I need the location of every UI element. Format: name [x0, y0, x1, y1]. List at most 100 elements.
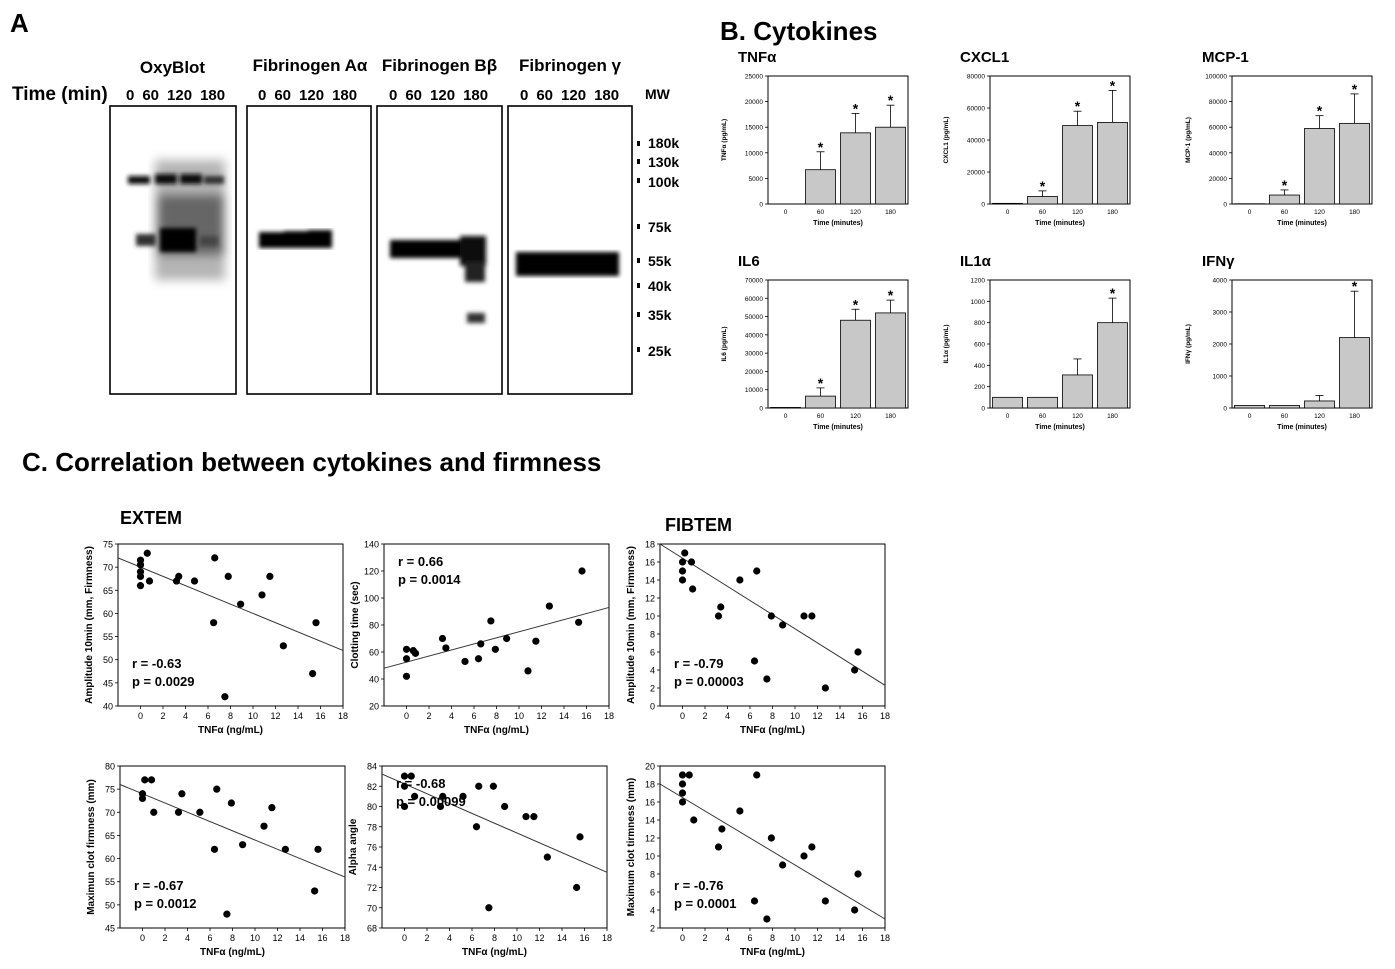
y-tick-label: 0 — [981, 406, 985, 413]
data-point — [522, 813, 529, 820]
x-axis-label: Time (minutes) — [813, 424, 863, 431]
data-point — [260, 823, 267, 830]
data-point — [779, 621, 786, 628]
x-tick-label: 18 — [338, 711, 348, 721]
x-tick-label: 6 — [747, 711, 752, 721]
y-tick-label: 10000 — [745, 387, 763, 394]
data-point — [144, 550, 151, 557]
data-point — [492, 646, 499, 653]
mw-marker-40k: 40k — [648, 278, 671, 294]
x-tick-label: 16 — [579, 933, 589, 943]
significance-star: * — [1110, 77, 1116, 93]
x-tick-label: 0 — [1006, 209, 1010, 216]
bar — [1028, 397, 1058, 408]
x-tick-label: 0 — [1248, 413, 1252, 420]
x-tick-label: 180 — [1107, 413, 1118, 420]
x-tick-label: 4 — [725, 711, 730, 721]
y-axis-label: Clotting time (sec) — [350, 581, 361, 668]
x-tick-label: 180 — [1349, 413, 1360, 420]
y-tick-label: 70 — [367, 903, 377, 913]
y-tick-label: 10000 — [745, 150, 763, 157]
y-tick-label: 6 — [650, 648, 655, 658]
data-point — [473, 823, 480, 830]
x-tick-label: 4 — [725, 933, 730, 943]
bar-chart-2: CXCL10200004000060000800000*60*120*180Ti… — [943, 49, 1130, 227]
y-tick-label: 16 — [645, 558, 655, 568]
y-tick-label: 0 — [759, 406, 763, 413]
x-tick-label: 12 — [272, 933, 282, 943]
x-tick-label: 8 — [230, 933, 235, 943]
x-tick-label: 16 — [581, 711, 591, 721]
y-tick-label: 74 — [367, 863, 377, 873]
x-tick-label: 12 — [534, 933, 544, 943]
chart-title: IFNγ — [1202, 253, 1235, 270]
y-tick-label: 45 — [103, 678, 113, 688]
y-tick-label: 68 — [367, 924, 377, 934]
y-tick-label: 20000 — [745, 369, 763, 376]
data-point — [753, 771, 760, 778]
significance-star: * — [1352, 278, 1358, 294]
x-tick-label: 12 — [812, 933, 822, 943]
data-point — [808, 843, 815, 850]
x-axis-label: TNFα (ng/mL) — [200, 947, 265, 958]
data-point — [211, 554, 218, 561]
data-point — [137, 568, 144, 575]
x-tick-label: 8 — [228, 711, 233, 721]
data-point — [679, 789, 686, 796]
data-point — [211, 846, 218, 853]
bar — [1340, 123, 1370, 204]
data-point — [753, 567, 760, 574]
significance-star: * — [1075, 98, 1081, 114]
x-axis-label: Time (minutes) — [1277, 220, 1327, 227]
data-point — [503, 635, 510, 642]
data-point — [237, 601, 244, 608]
y-tick-label: 0 — [1223, 202, 1227, 209]
y-tick-label: 2 — [650, 684, 655, 694]
y-tick-label: 4 — [650, 906, 655, 916]
x-tick-label: 180 — [885, 209, 896, 216]
data-point — [854, 870, 861, 877]
y-tick-label: 50 — [103, 655, 113, 665]
y-tick-label: 75 — [105, 785, 115, 795]
data-point — [779, 861, 786, 868]
y-tick-label: 2 — [650, 924, 655, 934]
mw-label: MW — [645, 86, 670, 102]
bar-chart-3: MCP-10200004000060000800001000000*60*120… — [1185, 49, 1372, 227]
bar — [806, 396, 836, 408]
y-tick-label: 1200 — [971, 278, 986, 285]
y-tick-label: 50000 — [745, 314, 763, 321]
data-point — [266, 573, 273, 580]
significance-star: * — [1110, 285, 1116, 301]
significance-star: * — [888, 287, 894, 303]
western-blot-images — [0, 0, 640, 400]
x-tick-label: 12 — [270, 711, 280, 721]
y-tick-label: 400 — [974, 363, 985, 370]
data-point — [314, 846, 321, 853]
x-tick-label: 6 — [471, 711, 476, 721]
x-tick-label: 16 — [317, 933, 327, 943]
data-point — [544, 854, 551, 861]
bar-chart-4: IL60100002000030000400005000060000700000… — [721, 253, 908, 431]
data-point — [311, 887, 318, 894]
y-tick-label: 8 — [650, 870, 655, 880]
y-tick-label: 25000 — [745, 74, 763, 81]
y-tick-label: 0 — [1223, 406, 1227, 413]
x-tick-label: 12 — [812, 711, 822, 721]
y-tick-label: 12 — [645, 834, 655, 844]
data-point — [442, 644, 449, 651]
bar — [1305, 401, 1335, 408]
y-tick-label: 8 — [650, 630, 655, 640]
x-tick-label: 0 — [140, 933, 145, 943]
data-point — [148, 776, 155, 783]
y-tick-label: 3000 — [1213, 310, 1228, 317]
x-tick-label: 14 — [557, 933, 567, 943]
x-tick-label: 4 — [185, 933, 190, 943]
bar — [806, 170, 836, 204]
x-tick-label: 8 — [770, 711, 775, 721]
data-point — [439, 635, 446, 642]
y-tick-label: 0 — [759, 202, 763, 209]
chart-title: MCP-1 — [1202, 49, 1249, 66]
correlation-p: p = 0.0014 — [398, 572, 461, 587]
